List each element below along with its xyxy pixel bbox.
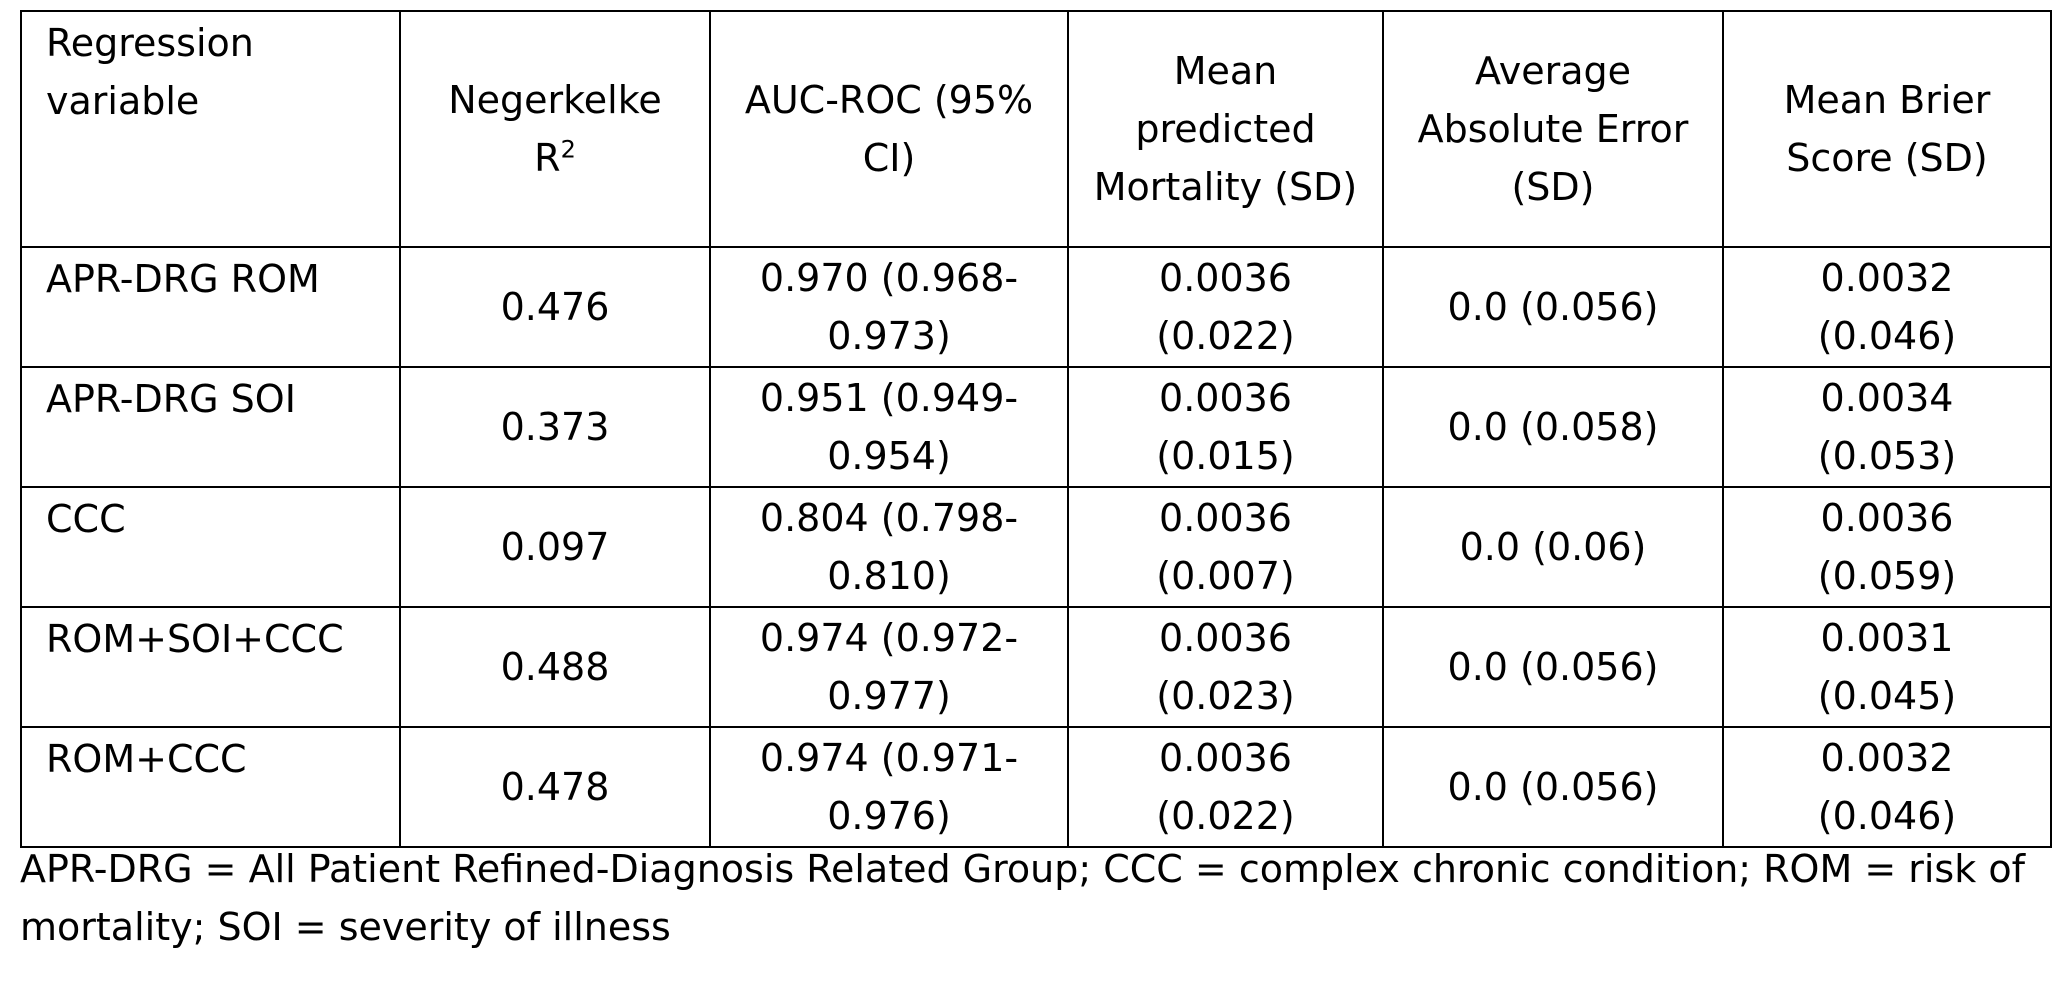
header-row: Regression variable Negerkelke R2 AUC-RO… (20, 10, 2052, 248)
cell-r2: 0.488 (399, 606, 711, 728)
row-label: APR-DRG SOI (20, 366, 401, 488)
cell-auc-roc: 0.970 (0.968- 0.973) (709, 246, 1069, 368)
cell-auc-roc: 0.974 (0.972- 0.977) (709, 606, 1069, 728)
cell-average-absolute-error: 0.0 (0.058) (1382, 366, 1724, 488)
table-row: APR-DRG SOI 0.373 0.951 (0.949- 0.954) 0… (20, 366, 2052, 488)
row-label: CCC (20, 486, 401, 608)
cell-mean-predicted-mortality: 0.0036 (0.007) (1067, 486, 1384, 608)
header-auc-roc: AUC-ROC (95% CI) (709, 10, 1069, 248)
cell-mean-brier-score: 0.0031 (0.045) (1722, 606, 2052, 728)
cell-mean-predicted-mortality: 0.0036 (0.022) (1067, 246, 1384, 368)
cell-mean-predicted-mortality: 0.0036 (0.023) (1067, 606, 1384, 728)
cell-mean-brier-score: 0.0032 (0.046) (1722, 246, 2052, 368)
cell-mean-brier-score: 0.0032 (0.046) (1722, 726, 2052, 848)
cell-mean-brier-score: 0.0034 (0.053) (1722, 366, 2052, 488)
row-label: ROM+CCC (20, 726, 401, 848)
table-footnote: APR-DRG = All Patient Refined-Diagnosis … (20, 847, 2025, 949)
header-regression-variable: Regression variable (20, 10, 401, 248)
cell-mean-brier-score: 0.0036 (0.059) (1722, 486, 2052, 608)
cell-r2: 0.373 (399, 366, 711, 488)
table-row: ROM+SOI+CCC 0.488 0.974 (0.972- 0.977) 0… (20, 606, 2052, 728)
results-table: Regression variable Negerkelke R2 AUC-RO… (20, 10, 2052, 848)
header-average-absolute-error: Average Absolute Error (SD) (1382, 10, 1724, 248)
cell-mean-predicted-mortality: 0.0036 (0.022) (1067, 726, 1384, 848)
table-row: CCC 0.097 0.804 (0.798- 0.810) 0.0036 (0… (20, 486, 2052, 608)
cell-average-absolute-error: 0.0 (0.06) (1382, 486, 1724, 608)
header-mean-predicted-mortality: Mean predicted Mortality (SD) (1067, 10, 1384, 248)
cell-r2: 0.097 (399, 486, 711, 608)
cell-average-absolute-error: 0.0 (0.056) (1382, 726, 1724, 848)
cell-auc-roc: 0.951 (0.949- 0.954) (709, 366, 1069, 488)
header-negerkelke-r2: Negerkelke R2 (399, 10, 711, 248)
row-label: ROM+SOI+CCC (20, 606, 401, 728)
table-row: ROM+CCC 0.478 0.974 (0.971- 0.976) 0.003… (20, 726, 2052, 848)
row-label: APR-DRG ROM (20, 246, 401, 368)
cell-average-absolute-error: 0.0 (0.056) (1382, 246, 1724, 368)
cell-r2: 0.478 (399, 726, 711, 848)
cell-auc-roc: 0.974 (0.971- 0.976) (709, 726, 1069, 848)
header-r-superscript: 2 (560, 135, 576, 164)
cell-average-absolute-error: 0.0 (0.056) (1382, 606, 1724, 728)
table-row: APR-DRG ROM 0.476 0.970 (0.968- 0.973) 0… (20, 246, 2052, 368)
header-mean-brier-score: Mean Brier Score (SD) (1722, 10, 2052, 248)
cell-auc-roc: 0.804 (0.798- 0.810) (709, 486, 1069, 608)
header-negerkelke-label: Negerkelke R (448, 78, 662, 180)
cell-r2: 0.476 (399, 246, 711, 368)
cell-mean-predicted-mortality: 0.0036 (0.015) (1067, 366, 1384, 488)
